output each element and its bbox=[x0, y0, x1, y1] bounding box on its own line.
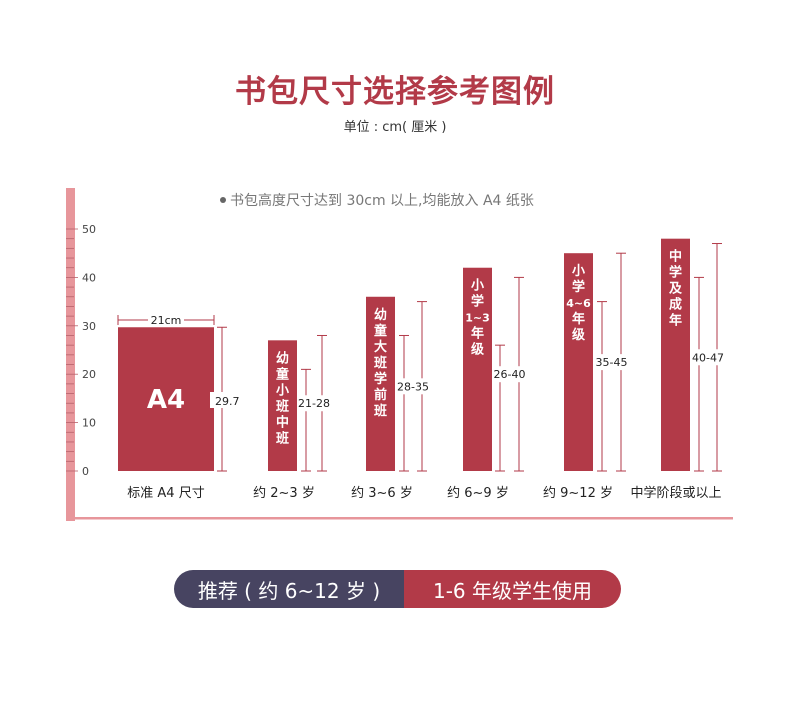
range-label: 40-47 bbox=[692, 351, 724, 364]
bar-inner-label: 年 bbox=[471, 326, 484, 342]
bar bbox=[268, 340, 297, 471]
bar-inner-label: 年 bbox=[669, 313, 682, 329]
recommend-age-label: 推荐 ( 约 6~12 岁 ) bbox=[174, 570, 404, 608]
width-label-bg bbox=[148, 312, 184, 327]
range-label: 28-35 bbox=[397, 380, 429, 393]
range-label-bg bbox=[595, 354, 628, 371]
bar-inner-label: 学 bbox=[669, 265, 682, 281]
x-category-label: 约 2~3 岁 bbox=[253, 486, 315, 501]
bar-inner-label: 幼 bbox=[276, 350, 289, 366]
bar-inner-label: 班 bbox=[276, 398, 289, 414]
y-tick-label: 10 bbox=[82, 417, 96, 430]
y-tick-label: 30 bbox=[82, 320, 96, 333]
bar-inner-label: 学 bbox=[471, 294, 484, 310]
bar-inner-label: 童 bbox=[374, 323, 387, 339]
bar-inner-label: 学 bbox=[572, 279, 585, 295]
bar-inner-label: 小 bbox=[276, 383, 289, 398]
bar-inner-label: 4~6 bbox=[566, 297, 591, 310]
y-tick-label: 50 bbox=[82, 223, 96, 236]
bar-inner-label: 成 bbox=[669, 297, 682, 313]
bar-inner-label: 班 bbox=[374, 355, 387, 371]
y-tick-label: 20 bbox=[82, 368, 96, 381]
bar bbox=[564, 253, 593, 471]
x-category-label: 标准 A4 尺寸 bbox=[127, 486, 204, 501]
width-label: 21cm bbox=[151, 314, 182, 327]
range-label: 29.7 bbox=[215, 395, 240, 408]
bar-inner-label: 幼 bbox=[374, 307, 387, 323]
bar-inner-label: 学 bbox=[374, 371, 387, 387]
recommendation-pill: 推荐 ( 约 6~12 岁 ) 1-6 年级学生使用 bbox=[174, 570, 621, 608]
bar-inner-label: 小 bbox=[572, 264, 585, 279]
range-label: 35-45 bbox=[596, 356, 628, 369]
bar-inner-label: 班 bbox=[276, 430, 289, 446]
bar-inner-label: 1~3 bbox=[465, 312, 490, 325]
bar-inner-label: 大 bbox=[374, 339, 387, 355]
range-label: 21-28 bbox=[298, 397, 330, 410]
chart-note: 书包高度尺寸达到 30cm 以上,均能放入 A4 纸张 bbox=[230, 193, 534, 209]
bar bbox=[463, 267, 492, 471]
bar bbox=[118, 327, 214, 471]
unit-label: 单位 : cm( 厘米 ) bbox=[343, 120, 447, 135]
y-tick-label: 0 bbox=[82, 465, 89, 478]
x-category-label: 约 6~9 岁 bbox=[447, 486, 509, 501]
bar-inner-label: 中 bbox=[669, 249, 682, 265]
bar-inner-label: 小 bbox=[471, 279, 484, 294]
range-label-bg bbox=[493, 366, 526, 383]
note-bullet bbox=[220, 197, 226, 203]
bar-inner-label: 级 bbox=[572, 327, 586, 343]
page-title: 书包尺寸选择参考图例 bbox=[235, 74, 555, 110]
range-label-bg bbox=[397, 378, 429, 395]
x-category-label: 约 9~12 岁 bbox=[543, 486, 613, 501]
recommend-grade-label: 1-6 年级学生使用 bbox=[404, 570, 621, 608]
x-category-label: 中学阶段或以上 bbox=[630, 485, 721, 501]
range-label-bg bbox=[298, 395, 330, 412]
bar-inner-label: 及 bbox=[669, 282, 683, 297]
bar bbox=[661, 238, 690, 471]
bar-inner-label: 前 bbox=[374, 387, 387, 403]
range-label-bg bbox=[692, 349, 724, 366]
range-label-bg bbox=[210, 392, 236, 408]
bar-inner-label: 年 bbox=[572, 311, 585, 327]
bar-inner-label: 中 bbox=[276, 414, 289, 430]
x-category-label: 约 3~6 岁 bbox=[351, 486, 413, 501]
bar bbox=[366, 296, 395, 471]
baseline-rule bbox=[66, 517, 733, 520]
bar-inner-label: A4 bbox=[147, 385, 185, 415]
bar-inner-label: 班 bbox=[374, 403, 387, 419]
range-label: 26-40 bbox=[494, 368, 526, 381]
bar-inner-label: 童 bbox=[276, 366, 289, 382]
y-tick-label: 40 bbox=[82, 271, 96, 284]
bar-inner-label: 级 bbox=[471, 342, 485, 358]
